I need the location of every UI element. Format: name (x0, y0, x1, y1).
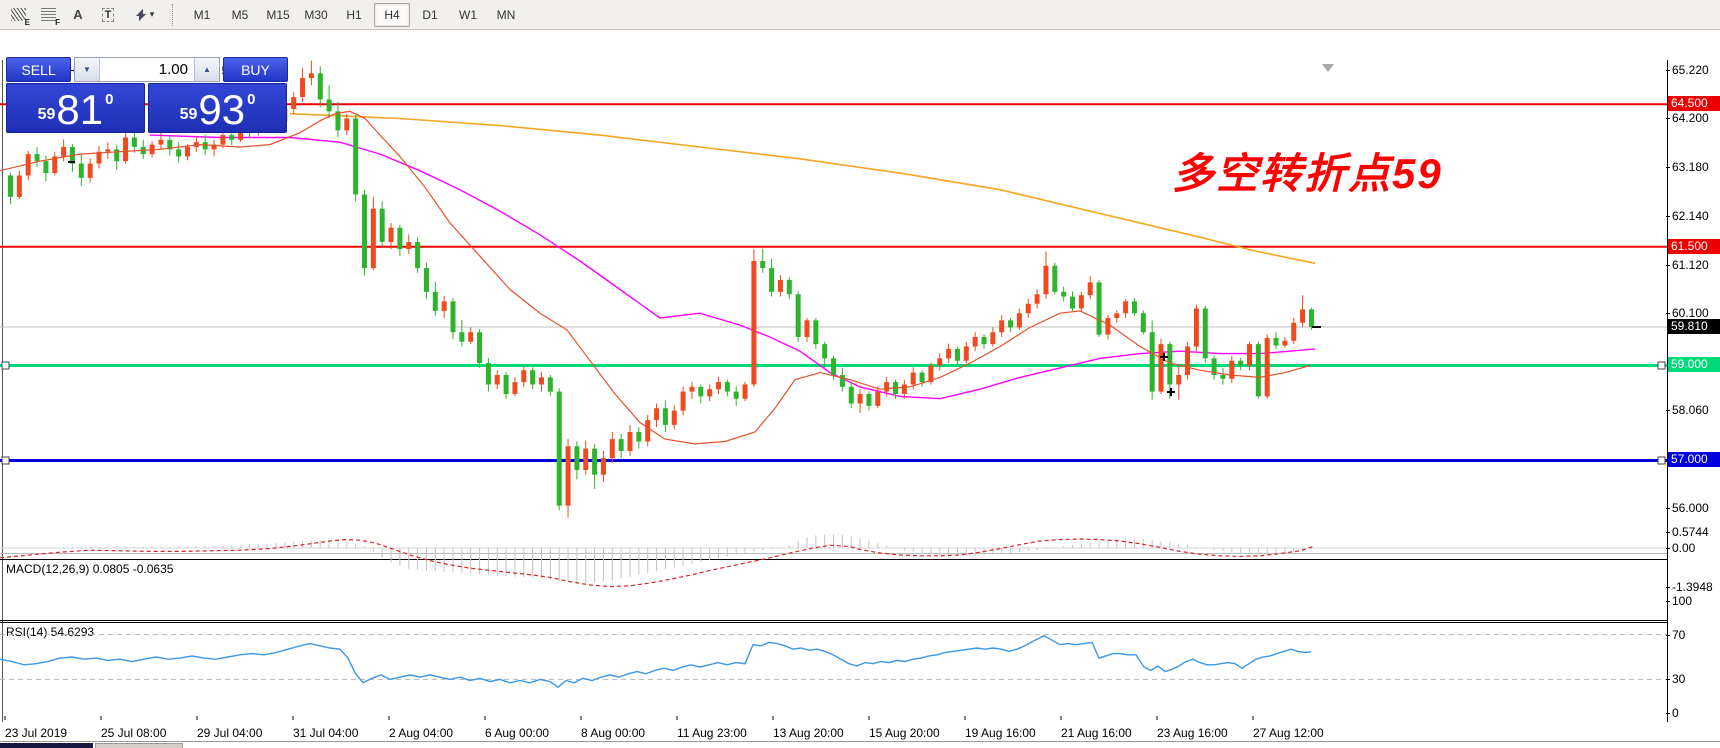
date-label-6: 6 Aug 00:00 (485, 726, 550, 740)
order-marker-plus-v[interactable] (1163, 353, 1165, 361)
text-tool-label: A (73, 7, 83, 22)
volume-decrease-button[interactable]: ▼ (75, 58, 100, 81)
taskbar-tab-dark[interactable] (0, 743, 93, 748)
chart-left-border (2, 60, 3, 748)
timeframe-button-m5[interactable]: M5 (231, 7, 249, 22)
date-label-5: 2 Aug 04:00 (389, 726, 454, 740)
price-tick-60.100: 60.100 (1666, 306, 1709, 320)
chart-shift-marker-icon[interactable] (1322, 64, 1334, 72)
buy-price-prefix: 59 (179, 106, 198, 123)
price-tick-61.120: 61.120 (1666, 258, 1709, 272)
rsi-label: RSI(14) 54.6293 (6, 625, 95, 639)
timeframe-button-mn[interactable]: MN (496, 7, 516, 22)
date-label-9: 13 Aug 20:00 (773, 726, 844, 740)
chart-canvas[interactable]: ▲ UKOil-,H4 59.810 59.810 59.810 59.810 … (0, 30, 1720, 748)
date-label-1: 23 Jul 2019 (5, 726, 68, 740)
timeframe-button-h1[interactable]: H1 (346, 7, 362, 22)
price-tick-62.140: 62.140 (1666, 209, 1709, 223)
macd-bottom-border (0, 620, 1667, 621)
date-label-14: 27 Aug 12:00 (1253, 726, 1324, 740)
price-badge-64.500: 64.500 (1668, 96, 1720, 112)
chart-macd-splitter[interactable] (0, 553, 1667, 554)
date-label-2: 25 Jul 08:00 (101, 726, 167, 740)
hatch-f-glyph (40, 8, 56, 21)
timeframe-buttons: M1 M5 M15 M30 H1 H4 D1 W1 MN (184, 2, 524, 27)
axis-separator-line (1667, 60, 1668, 748)
price-badge-59.810: 59.810 (1668, 319, 1720, 334)
toolbar-separator (172, 3, 178, 26)
price-tick-56.000: 56.000 (1666, 501, 1709, 515)
dropdown-caret-icon[interactable]: ▾ (149, 9, 155, 19)
sell-price-big: 81 (56, 86, 104, 133)
fibonacci-icon[interactable]: F (34, 2, 62, 28)
rsi-axis-100: 100 (1666, 594, 1692, 608)
date-label-8: 11 Aug 23:00 (677, 726, 747, 740)
buy-price-box[interactable]: 59 93 0 (148, 83, 287, 133)
price-badge-59.000: 59.000 (1668, 357, 1720, 373)
equidistant-channel-icon[interactable]: E (4, 2, 32, 28)
price-tick-58.060: 58.060 (1666, 403, 1709, 417)
text-label-tool-icon[interactable]: T (94, 2, 122, 28)
macd-axis-0.00: 0.00 (1666, 541, 1695, 555)
timeframe-button-d1[interactable]: D1 (422, 7, 438, 22)
date-label-4: 31 Jul 04:00 (293, 726, 359, 740)
current-bar-marker (1312, 326, 1321, 328)
date-label-3: 29 Jul 04:00 (197, 726, 263, 740)
arrows-glyph (134, 8, 148, 22)
buy-button[interactable]: BUY (223, 57, 288, 82)
rsi-axis-0: 0 (1666, 706, 1679, 720)
hatch-glyph (10, 8, 26, 21)
timeframe-button-m15[interactable]: M15 (266, 7, 290, 22)
volume-increase-button[interactable]: ▲ (194, 58, 219, 81)
macd-axis-0.5744: 0.5744 (1666, 525, 1709, 539)
price-tick-65.220: 65.220 (1666, 63, 1709, 77)
annotation-text[interactable]: 多空转折点59 (1172, 150, 1443, 197)
macd-top-border (0, 559, 1667, 560)
tool-sub-e: E (24, 17, 30, 27)
one-click-trading-panel: SELL ▼ 1.00 ▲ BUY 59 81 0 59 93 0 (6, 57, 288, 134)
sell-price-prefix: 59 (37, 106, 56, 123)
rsi-axis-70: 70 (1666, 628, 1685, 642)
timeframe-button-w1[interactable]: W1 (459, 7, 477, 22)
timeframe-button-m1[interactable]: M1 (193, 7, 211, 22)
toolbar: E F A T ▾ M1 M5 M15 M30 H1 H4 D1 W1 MN (0, 0, 1720, 30)
rsi-top-border (0, 622, 1667, 623)
arrows-tool-icon[interactable]: ▾ (124, 2, 164, 28)
date-label-12: 21 Aug 16:00 (1061, 726, 1132, 740)
volume-spinner: ▼ 1.00 ▲ (74, 57, 220, 82)
rsi-axis-30: 30 (1666, 672, 1685, 686)
date-label-13: 23 Aug 16:00 (1157, 726, 1228, 740)
timeframe-button-h4[interactable]: H4 (374, 2, 410, 27)
price-tick-64.200: 64.200 (1666, 111, 1709, 125)
date-label-7: 8 Aug 00:00 (581, 726, 646, 740)
macd-axis--1.3948: -1.3948 (1666, 580, 1713, 594)
date-label-11: 19 Aug 16:00 (965, 726, 1036, 740)
order-marker2-plus-v[interactable] (1170, 388, 1172, 396)
taskbar-tab-light[interactable] (95, 743, 183, 748)
sell-button[interactable]: SELL (6, 57, 71, 82)
buy-price-big: 93 (198, 86, 246, 133)
sell-price-box[interactable]: 59 81 0 (6, 83, 145, 133)
sell-price-sup: 0 (105, 91, 114, 108)
timeframe-button-m30[interactable]: M30 (304, 7, 328, 22)
date-label-10: 15 Aug 20:00 (869, 726, 940, 740)
text-label-glyph: T (101, 7, 115, 22)
volume-value[interactable]: 1.00 (158, 61, 188, 78)
buy-price-sup: 0 (247, 91, 256, 108)
taskbar-strip (0, 741, 1720, 748)
date-axis: 23 Jul 2019 25 Jul 08:00 29 Jul 04:00 31 Ju… (0, 722, 1720, 741)
order-marker-dash[interactable] (68, 161, 75, 163)
price-badge-61.500: 61.500 (1668, 238, 1720, 254)
macd-label: MACD(12,26,9) 0.0805 -0.0635 (6, 562, 174, 576)
tool-sub-f: F (55, 17, 60, 27)
price-tick-63.180: 63.180 (1666, 160, 1709, 174)
price-badge-57.000: 57.000 (1668, 452, 1720, 468)
text-tool-icon[interactable]: A (64, 2, 92, 28)
